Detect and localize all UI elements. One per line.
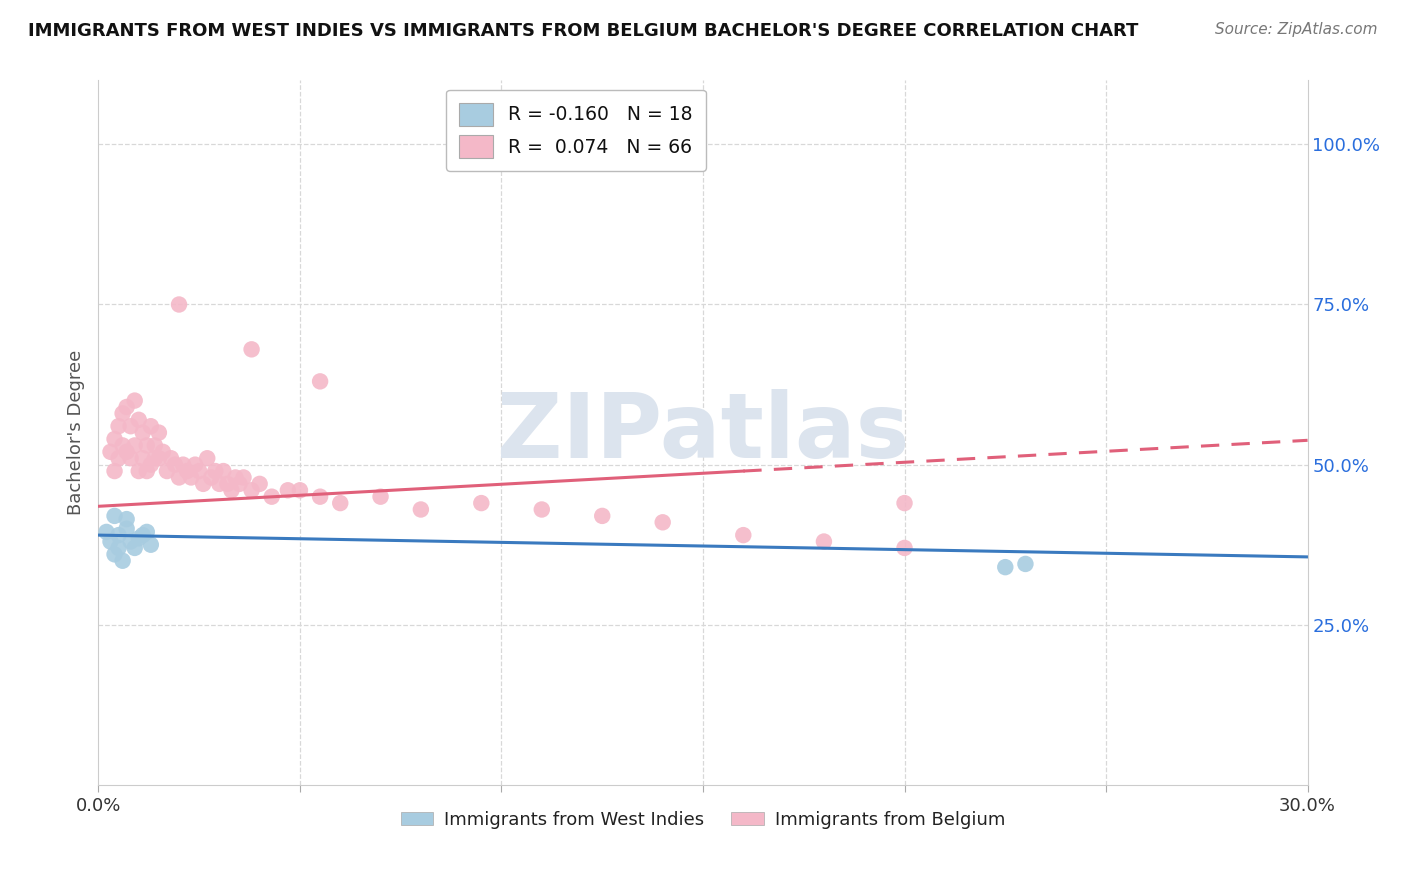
- Point: [100, 534, 122, 549]
- Point: [470, 496, 492, 510]
- Point: [148, 451, 170, 466]
- Point: [530, 502, 553, 516]
- Point: [893, 541, 915, 555]
- Point: [277, 483, 299, 498]
- Point: [204, 464, 226, 478]
- Point: [1014, 557, 1036, 571]
- Point: [591, 508, 613, 523]
- Point: [128, 532, 150, 546]
- Point: [103, 508, 125, 523]
- Point: [107, 541, 129, 555]
- Point: [115, 512, 138, 526]
- Point: [167, 297, 190, 311]
- Point: [224, 470, 246, 484]
- Point: [260, 490, 283, 504]
- Point: [139, 458, 162, 472]
- Point: [143, 438, 166, 452]
- Text: ZIPatlas: ZIPatlas: [496, 389, 910, 476]
- Point: [128, 413, 150, 427]
- Point: [228, 476, 250, 491]
- Y-axis label: Bachelor's Degree: Bachelor's Degree: [66, 350, 84, 516]
- Point: [193, 476, 215, 491]
- Point: [135, 524, 157, 539]
- Text: Source: ZipAtlas.com: Source: ZipAtlas.com: [1215, 22, 1378, 37]
- Point: [200, 470, 222, 484]
- Point: [120, 419, 142, 434]
- Point: [240, 343, 263, 357]
- Point: [163, 458, 186, 472]
- Point: [124, 393, 146, 408]
- Point: [813, 534, 835, 549]
- Point: [100, 445, 122, 459]
- Point: [156, 464, 179, 478]
- Point: [120, 451, 142, 466]
- Point: [188, 464, 211, 478]
- Point: [143, 451, 166, 466]
- Point: [135, 438, 157, 452]
- Point: [115, 445, 138, 459]
- Point: [103, 464, 125, 478]
- Point: [135, 464, 157, 478]
- Point: [172, 458, 194, 472]
- Point: [249, 476, 271, 491]
- Point: [107, 419, 129, 434]
- Point: [124, 541, 146, 555]
- Point: [132, 528, 155, 542]
- Point: [160, 451, 183, 466]
- Point: [409, 502, 432, 516]
- Point: [111, 554, 134, 568]
- Point: [96, 524, 118, 539]
- Point: [115, 522, 138, 536]
- Point: [212, 464, 235, 478]
- Point: [120, 534, 142, 549]
- Point: [103, 432, 125, 446]
- Point: [111, 406, 134, 420]
- Legend: Immigrants from West Indies, Immigrants from Belgium: Immigrants from West Indies, Immigrants …: [394, 804, 1012, 836]
- Point: [176, 464, 198, 478]
- Point: [232, 470, 254, 484]
- Point: [107, 451, 129, 466]
- Point: [733, 528, 755, 542]
- Point: [309, 375, 332, 389]
- Point: [184, 458, 207, 472]
- Point: [221, 483, 243, 498]
- Point: [124, 438, 146, 452]
- Point: [107, 528, 129, 542]
- Text: IMMIGRANTS FROM WEST INDIES VS IMMIGRANTS FROM BELGIUM BACHELOR'S DEGREE CORRELA: IMMIGRANTS FROM WEST INDIES VS IMMIGRANT…: [28, 22, 1139, 40]
- Point: [651, 516, 673, 530]
- Point: [167, 470, 190, 484]
- Point: [148, 425, 170, 440]
- Point: [893, 496, 915, 510]
- Point: [103, 547, 125, 561]
- Point: [195, 451, 218, 466]
- Point: [994, 560, 1017, 574]
- Point: [180, 470, 202, 484]
- Point: [288, 483, 311, 498]
- Point: [208, 476, 231, 491]
- Point: [139, 419, 162, 434]
- Point: [139, 538, 162, 552]
- Point: [132, 425, 155, 440]
- Point: [128, 464, 150, 478]
- Point: [370, 490, 392, 504]
- Point: [132, 451, 155, 466]
- Point: [115, 400, 138, 414]
- Point: [240, 483, 263, 498]
- Point: [309, 490, 332, 504]
- Point: [152, 445, 174, 459]
- Point: [217, 476, 239, 491]
- Point: [329, 496, 352, 510]
- Point: [111, 438, 134, 452]
